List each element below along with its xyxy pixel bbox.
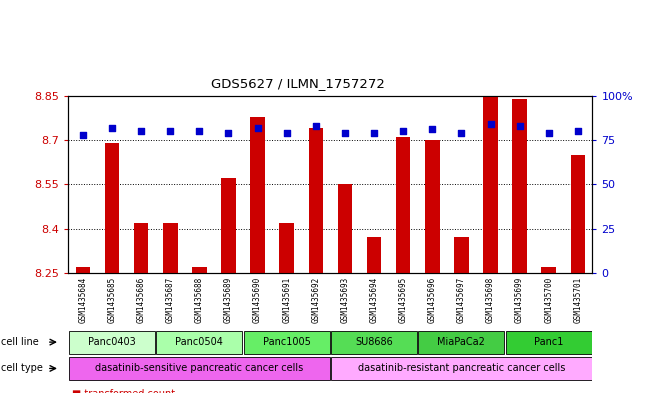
- Text: GSM1435692: GSM1435692: [311, 276, 320, 323]
- Bar: [243, 331, 330, 354]
- Text: dasatinib-resistant pancreatic cancer cells: dasatinib-resistant pancreatic cancer ce…: [357, 363, 565, 373]
- Text: GSM1435701: GSM1435701: [574, 276, 583, 323]
- Text: GSM1435688: GSM1435688: [195, 276, 204, 323]
- Text: GSM1435686: GSM1435686: [137, 276, 146, 323]
- Bar: [76, 267, 90, 273]
- Bar: [331, 331, 417, 354]
- Bar: [396, 137, 410, 273]
- Text: GSM1435698: GSM1435698: [486, 276, 495, 323]
- Text: ■ transformed count: ■ transformed count: [72, 389, 174, 393]
- Text: GSM1435693: GSM1435693: [340, 276, 350, 323]
- Text: cell type: cell type: [1, 364, 42, 373]
- Bar: [192, 267, 206, 273]
- Text: Panc0504: Panc0504: [175, 336, 223, 347]
- Text: SU8686: SU8686: [355, 336, 393, 347]
- Bar: [512, 99, 527, 273]
- Bar: [338, 184, 352, 273]
- Text: GSM1435697: GSM1435697: [457, 276, 466, 323]
- Bar: [425, 140, 439, 273]
- Point: [311, 123, 321, 129]
- Point: [165, 128, 176, 134]
- Text: GSM1435685: GSM1435685: [107, 276, 117, 323]
- Bar: [251, 117, 265, 273]
- Bar: [309, 129, 323, 273]
- Bar: [454, 237, 469, 273]
- Bar: [105, 143, 119, 273]
- Bar: [483, 96, 498, 273]
- Text: GSM1435696: GSM1435696: [428, 276, 437, 323]
- Text: dasatinib-sensitive pancreatic cancer cells: dasatinib-sensitive pancreatic cancer ce…: [95, 363, 303, 373]
- Point: [398, 128, 408, 134]
- Bar: [156, 331, 242, 354]
- Bar: [69, 331, 155, 354]
- Bar: [163, 223, 178, 273]
- Text: GSM1435694: GSM1435694: [370, 276, 378, 323]
- Bar: [570, 155, 585, 273]
- Point: [253, 125, 263, 131]
- Point: [456, 130, 467, 136]
- Point: [369, 130, 380, 136]
- Text: GSM1435699: GSM1435699: [515, 276, 524, 323]
- Text: GSM1435689: GSM1435689: [224, 276, 233, 323]
- Point: [77, 132, 88, 138]
- Bar: [542, 267, 556, 273]
- Point: [107, 125, 117, 131]
- Point: [544, 130, 554, 136]
- Bar: [134, 223, 148, 273]
- Point: [194, 128, 204, 134]
- Point: [427, 126, 437, 132]
- Text: GSM1435695: GSM1435695: [398, 276, 408, 323]
- Text: MiaPaCa2: MiaPaCa2: [437, 336, 486, 347]
- Text: GSM1435691: GSM1435691: [283, 276, 291, 323]
- Point: [485, 121, 495, 127]
- Point: [340, 130, 350, 136]
- Point: [514, 123, 525, 129]
- Text: cell line: cell line: [1, 337, 38, 347]
- Text: GSM1435684: GSM1435684: [78, 276, 87, 323]
- Text: GSM1435690: GSM1435690: [253, 276, 262, 323]
- Point: [573, 128, 583, 134]
- Bar: [419, 331, 505, 354]
- Point: [223, 130, 234, 136]
- Bar: [221, 178, 236, 273]
- Text: GSM1435687: GSM1435687: [166, 276, 174, 323]
- Bar: [506, 331, 592, 354]
- Bar: [331, 357, 592, 380]
- Bar: [69, 357, 330, 380]
- Bar: [279, 223, 294, 273]
- Point: [136, 128, 146, 134]
- Text: GDS5627 / ILMN_1757272: GDS5627 / ILMN_1757272: [211, 77, 385, 90]
- Bar: [367, 237, 381, 273]
- Point: [281, 130, 292, 136]
- Text: GSM1435700: GSM1435700: [544, 276, 553, 323]
- Text: Panc1005: Panc1005: [263, 336, 311, 347]
- Text: Panc0403: Panc0403: [88, 336, 136, 347]
- Text: Panc1: Panc1: [534, 336, 563, 347]
